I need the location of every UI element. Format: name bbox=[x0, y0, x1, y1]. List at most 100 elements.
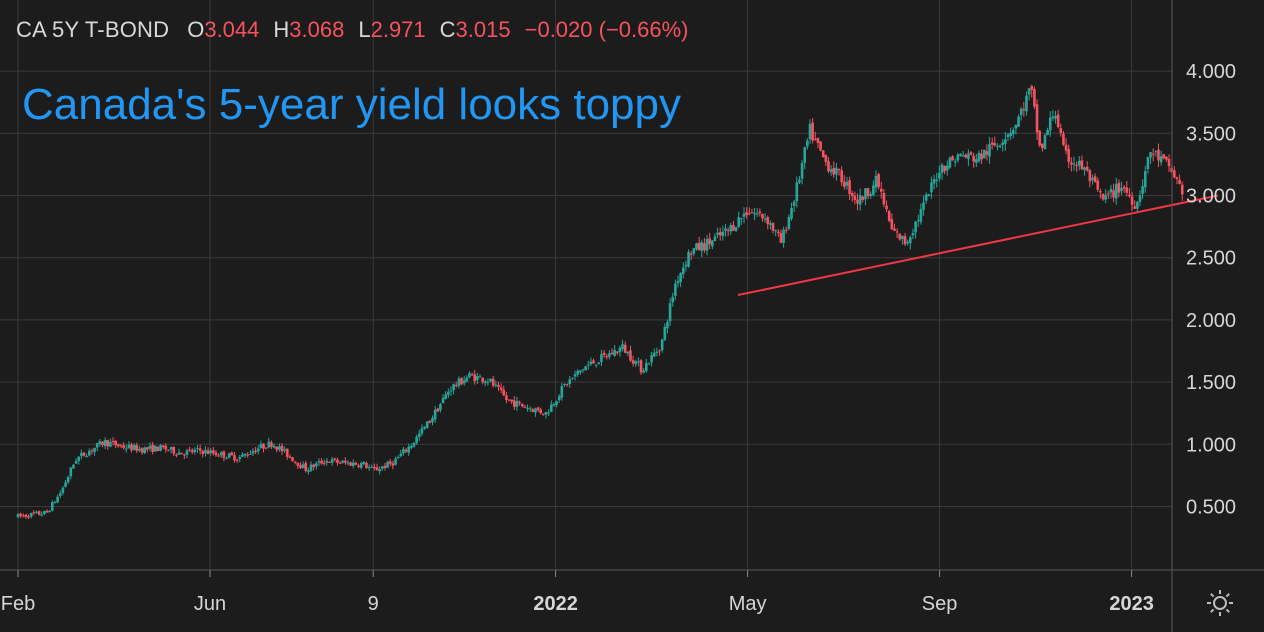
candle-body bbox=[608, 353, 611, 357]
candle-body bbox=[549, 404, 553, 412]
candle-body bbox=[967, 153, 970, 160]
candle-body bbox=[716, 232, 719, 235]
open-value: 3.044 bbox=[204, 17, 260, 42]
candle-body bbox=[621, 344, 624, 350]
candle-body bbox=[227, 453, 231, 458]
candle-body bbox=[462, 380, 466, 384]
candle-body bbox=[164, 445, 168, 450]
candle-body bbox=[1157, 149, 1160, 161]
candle-body bbox=[515, 400, 519, 407]
candle-body bbox=[1077, 160, 1081, 166]
candle-body bbox=[977, 152, 981, 162]
candle-body bbox=[394, 458, 397, 465]
candle-body bbox=[196, 448, 199, 450]
candle-body bbox=[885, 205, 888, 210]
ohlc-legend: CA 5Y T-BOND O 3.044 H 3.068 L 2.971 C 3… bbox=[16, 16, 689, 44]
candle-body bbox=[188, 449, 191, 451]
candle-body bbox=[589, 361, 593, 365]
candle-body bbox=[1035, 104, 1039, 133]
candle-body bbox=[951, 156, 954, 161]
candle-body bbox=[724, 228, 727, 231]
candle-body bbox=[161, 445, 165, 448]
candle-body bbox=[278, 446, 281, 450]
candle-body bbox=[771, 223, 775, 231]
candle-body bbox=[457, 378, 461, 386]
candle-body bbox=[763, 218, 767, 220]
candle-body bbox=[1056, 114, 1060, 128]
candle-body bbox=[235, 459, 239, 461]
candle-body bbox=[1104, 194, 1107, 200]
candle-body bbox=[238, 457, 242, 460]
candle-body bbox=[502, 389, 506, 396]
candle-body bbox=[391, 463, 395, 466]
candle-body bbox=[412, 442, 416, 447]
y-tick-label: 0.500 bbox=[1186, 497, 1236, 519]
candle-body bbox=[320, 460, 323, 464]
candle-body bbox=[1175, 177, 1179, 180]
close-label: C bbox=[439, 17, 456, 42]
candle-body bbox=[351, 462, 355, 467]
candle-body bbox=[618, 347, 622, 353]
candlestick-series bbox=[16, 84, 1184, 520]
candle-body bbox=[1075, 164, 1078, 167]
candle-body bbox=[597, 362, 601, 365]
candle-body bbox=[198, 448, 202, 451]
candle-body bbox=[903, 236, 907, 245]
candle-body bbox=[1178, 179, 1181, 185]
candle-body bbox=[687, 251, 690, 267]
candle-body bbox=[259, 444, 263, 448]
candle-body bbox=[534, 408, 537, 413]
candle-body bbox=[1051, 116, 1055, 119]
candle-body bbox=[513, 400, 516, 407]
candle-body bbox=[370, 467, 374, 469]
candle-body bbox=[481, 377, 484, 383]
candle-body bbox=[449, 390, 453, 392]
gear-icon bbox=[1207, 590, 1233, 616]
candle-body bbox=[523, 406, 527, 408]
candle-body bbox=[571, 377, 574, 379]
candle-body bbox=[1130, 196, 1134, 205]
candle-body bbox=[486, 381, 490, 383]
candle-body bbox=[650, 355, 653, 363]
candle-body bbox=[769, 223, 772, 225]
candle-body bbox=[280, 445, 284, 452]
candle-body bbox=[542, 413, 545, 415]
candle-body bbox=[906, 241, 909, 244]
candle-body bbox=[528, 408, 532, 410]
candle-body bbox=[204, 449, 207, 454]
candle-body bbox=[901, 235, 904, 239]
candle-body bbox=[721, 231, 725, 236]
candle-body bbox=[784, 229, 788, 231]
candle-body bbox=[945, 165, 949, 171]
candle-body bbox=[304, 463, 308, 471]
candle-body bbox=[507, 399, 511, 401]
candle-body bbox=[1149, 152, 1152, 158]
candle-body bbox=[325, 460, 329, 463]
candle-body bbox=[1088, 170, 1092, 182]
candle-body bbox=[689, 253, 693, 255]
candle-body bbox=[932, 179, 936, 184]
candle-body bbox=[299, 465, 302, 468]
candle-body bbox=[924, 194, 928, 201]
candle-body bbox=[982, 149, 986, 158]
candle-body bbox=[51, 502, 54, 511]
candle-body bbox=[645, 363, 648, 372]
candle-body bbox=[637, 361, 640, 363]
candle-body bbox=[425, 421, 429, 428]
candle-body bbox=[66, 476, 70, 483]
support-trendline[interactable] bbox=[737, 194, 1219, 296]
candle-body bbox=[98, 441, 102, 444]
candle-body bbox=[491, 378, 495, 386]
candle-body bbox=[214, 452, 218, 456]
candle-body bbox=[1038, 130, 1041, 146]
symbol-name[interactable]: CA 5Y T-BOND bbox=[16, 17, 170, 42]
candle-body bbox=[399, 453, 403, 457]
candle-body bbox=[816, 138, 820, 143]
candle-body bbox=[436, 408, 440, 412]
candle-body bbox=[520, 403, 524, 407]
candle-body bbox=[666, 321, 669, 329]
candle-body bbox=[869, 194, 873, 196]
candle-body bbox=[1109, 188, 1113, 193]
settings-button[interactable] bbox=[1205, 588, 1235, 618]
